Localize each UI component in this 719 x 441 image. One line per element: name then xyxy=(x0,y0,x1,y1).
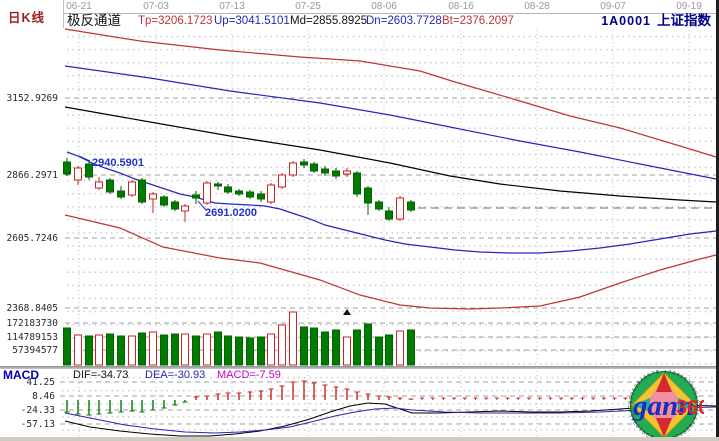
gann360-logo: 1234567890123456789012345678901234567890… xyxy=(628,370,704,441)
price-annotation: 2940.5901 xyxy=(92,157,144,169)
channel-value-label: Bt=2376.2097 xyxy=(442,15,514,27)
logo-arrow-right xyxy=(678,398,696,412)
price-tick-label: 3152.9269 xyxy=(6,93,58,104)
symbol-name: 上证指数 xyxy=(657,13,711,28)
price-annotation: 2691.0200 xyxy=(205,207,257,219)
macd-dea-value: DEA=-30.93 xyxy=(145,369,206,381)
volume-marker-triangle xyxy=(343,309,351,315)
date-tick-label: 07-03 xyxy=(143,1,169,12)
price-tick-label: 2368.8405 xyxy=(6,303,58,314)
channel-line-tp xyxy=(64,28,717,158)
logo-arrow-down xyxy=(656,418,672,437)
macd-tick-label: 41.25 xyxy=(26,377,55,388)
logo-text-gann: gann xyxy=(632,390,694,422)
window-right-edge[interactable] xyxy=(716,0,719,437)
channel-value-label: Up=3041.5101 xyxy=(214,15,290,27)
date-tick-label: 08-06 xyxy=(371,1,397,12)
date-tick-label: 07-25 xyxy=(295,1,321,12)
channel-value-label: Tp=3206.1723 xyxy=(138,15,213,27)
macd-dif-value: DIF=-34.73 xyxy=(73,369,129,381)
period-selector-label[interactable]: 日K线 xyxy=(8,11,46,25)
date-tick-label: 07-13 xyxy=(219,1,245,12)
macd-dea-line xyxy=(64,406,717,434)
logo-text-360: 360 xyxy=(676,397,704,419)
macd-macd-value: MACD=-7.59 xyxy=(217,369,281,381)
symbol-code: 1A0001 xyxy=(601,14,651,28)
header-vertical-separator xyxy=(63,0,64,28)
channel-value-label: Dn=2603.7728 xyxy=(366,15,442,27)
channel-line-up xyxy=(64,65,717,180)
candlestick-series xyxy=(63,158,415,222)
date-tick-label: 06-21 xyxy=(66,1,92,12)
channel-line-md xyxy=(64,106,717,203)
volume-tick-label: 57394577 xyxy=(12,345,58,356)
symbol-box[interactable]: 1A0001 上证指数 xyxy=(601,13,711,29)
date-tick-label: 08-28 xyxy=(524,1,550,12)
window-bottom-strip xyxy=(0,437,719,441)
channel-value-label: Md=2855.8925 xyxy=(290,15,368,27)
macd-panel-title: MACD xyxy=(3,368,39,382)
date-tick-label: 08-16 xyxy=(448,1,474,12)
header-divider-line xyxy=(64,13,716,14)
macd-dif-line xyxy=(64,402,717,437)
date-tick-label: 09-19 xyxy=(676,1,702,12)
macd-tick-label: -24.33 xyxy=(20,405,55,416)
volume-tick-label: 114789153 xyxy=(6,332,58,343)
price-tick-label: 2866.2971 xyxy=(6,170,58,181)
volume-bars xyxy=(63,311,415,366)
price-tick-label: 2605.7246 xyxy=(6,233,58,244)
macd-tick-label: -57.13 xyxy=(20,419,55,430)
volume-tick-label: 172183730 xyxy=(6,318,58,329)
date-tick-label: 09-07 xyxy=(600,1,626,12)
logo-arrow-left xyxy=(632,398,650,412)
panel-divider[interactable] xyxy=(0,366,719,369)
logo-star-pink xyxy=(645,378,683,432)
logo-arrow-up xyxy=(656,373,672,392)
channel-line-bt xyxy=(64,214,717,310)
indicator-name: 极反通道 xyxy=(67,13,121,28)
macd-tick-label: 8.46 xyxy=(32,391,55,402)
